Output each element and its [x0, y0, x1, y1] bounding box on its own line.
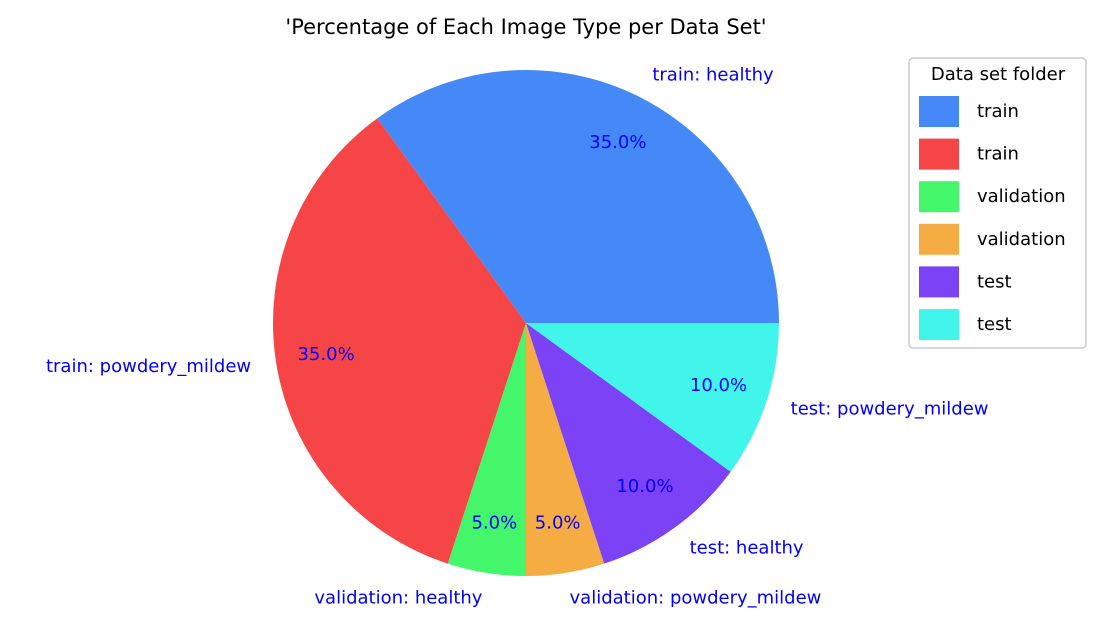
- slice-percent-label: 35.0%: [589, 132, 646, 153]
- legend: Data set folder train train validation vali…: [908, 57, 1087, 349]
- slice-percent-label: 10.0%: [616, 476, 673, 497]
- slice-category-label: train: powdery_mildew: [46, 356, 251, 377]
- legend-label: test: [977, 271, 1012, 292]
- legend-label: validation: [977, 186, 1066, 207]
- pie-slice: [377, 70, 779, 324]
- slice-category-label: validation: powdery_mildew: [570, 587, 822, 608]
- slice-category-label: test: powdery_mildew: [791, 398, 989, 419]
- pie-slice: [526, 323, 731, 564]
- pie-slice: [447, 323, 526, 576]
- slice-percent-label: 5.0%: [471, 512, 517, 533]
- legend-label: test: [977, 314, 1012, 335]
- legend-label: train: [977, 144, 1019, 165]
- slice-percent-label: 5.0%: [535, 512, 581, 533]
- legend-label: validation: [977, 229, 1066, 250]
- legend-swatch: [919, 223, 959, 255]
- legend-label: train: [977, 101, 1019, 122]
- legend-title: Data set folder: [931, 64, 1066, 85]
- legend-swatch: [919, 309, 959, 340]
- percent-labels: 35.0% 35.0% 5.0% 5.0% 10.0% 10.0%: [297, 132, 747, 533]
- slice-percent-label: 10.0%: [690, 375, 747, 396]
- pie-slice: [273, 118, 526, 564]
- legend-swatch: [919, 96, 959, 127]
- slice-category-label: test: healthy: [690, 538, 804, 559]
- slice-percent-label: 35.0%: [297, 344, 354, 365]
- legend-entries: train train validation validation test test: [919, 96, 1066, 340]
- slice-category-label: validation: healthy: [314, 587, 482, 608]
- pie-slices: [273, 70, 779, 576]
- chart-title: 'Percentage of Each Image Type per Data …: [285, 15, 766, 39]
- legend-swatch: [919, 138, 959, 170]
- slice-labels: train: healthy train: powdery_mildewvalid…: [46, 65, 989, 609]
- pie-slice: [526, 323, 605, 576]
- legend-swatch: [919, 181, 959, 213]
- legend-swatch: [919, 266, 959, 298]
- slice-category-label: train: healthy: [652, 65, 774, 86]
- pie-slice: [526, 323, 779, 472]
